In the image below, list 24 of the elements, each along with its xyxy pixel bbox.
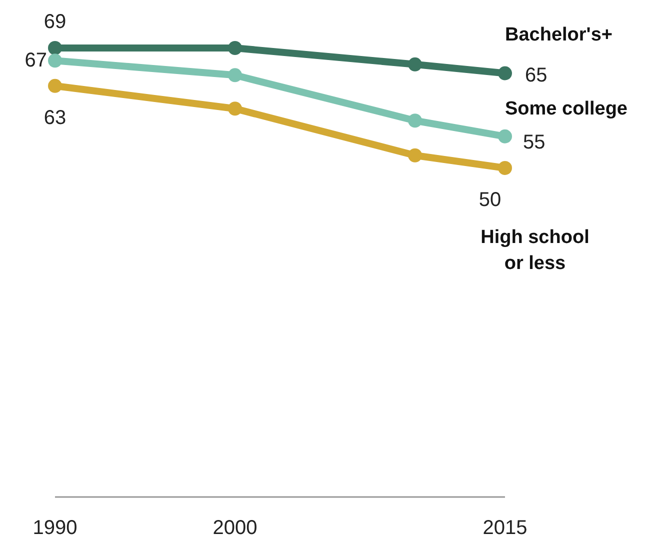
x-tick-label: 2015 xyxy=(482,517,528,539)
series-label: Some college xyxy=(505,98,628,120)
point xyxy=(498,161,512,175)
point xyxy=(228,68,242,82)
text: High school or less xyxy=(480,227,590,274)
point xyxy=(48,41,62,55)
data-label: 50 xyxy=(478,189,502,211)
point xyxy=(498,129,512,144)
point xyxy=(408,148,422,162)
point xyxy=(408,57,422,72)
point xyxy=(48,54,62,68)
data-label: 65 xyxy=(525,64,548,86)
point xyxy=(228,41,242,55)
series-label: Bachelor's+ xyxy=(505,24,612,46)
point xyxy=(48,78,62,93)
data-label: 55 xyxy=(523,131,546,154)
data-label: 63 xyxy=(44,106,66,129)
x-tick-label: 1990 xyxy=(32,517,78,539)
x-tick-label: 2000 xyxy=(212,517,258,539)
point xyxy=(228,102,242,116)
point xyxy=(408,114,422,128)
data-label: 69 xyxy=(44,11,66,33)
point xyxy=(498,66,512,80)
data-label: 67 xyxy=(24,50,47,72)
